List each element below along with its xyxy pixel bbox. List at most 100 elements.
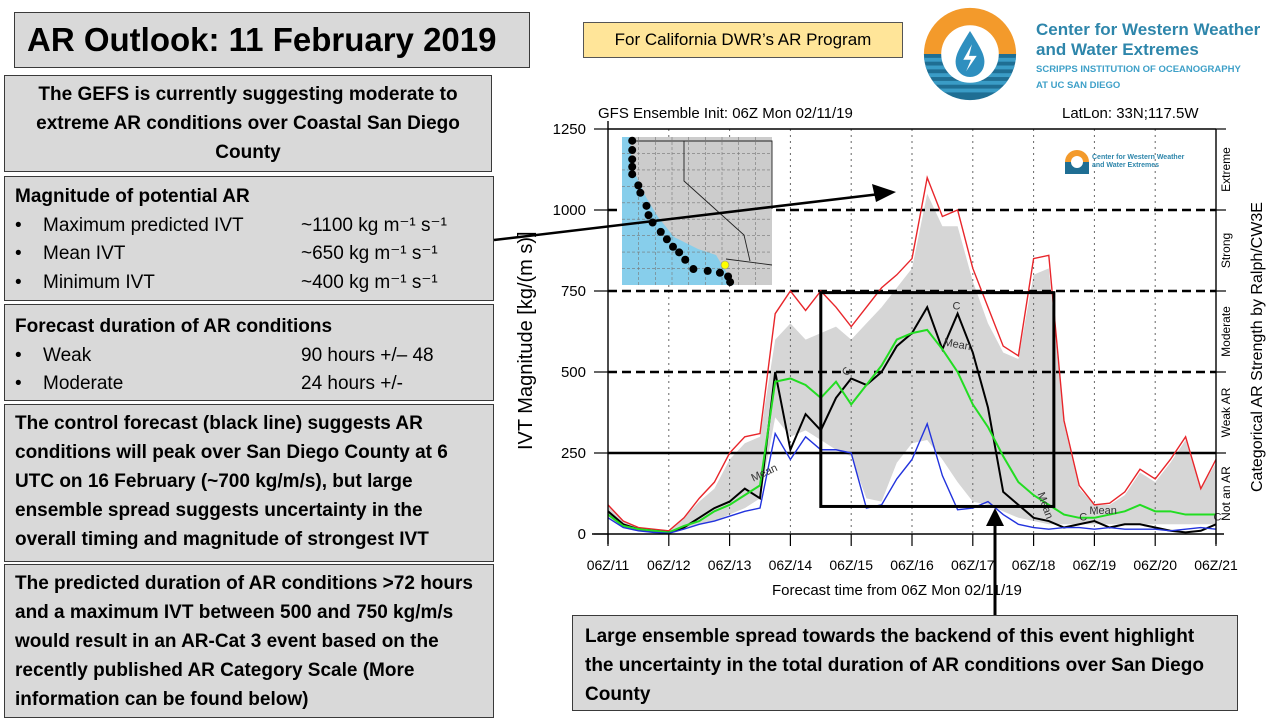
x-tick-label: 06Z/17 (951, 557, 995, 573)
coastal-point (634, 181, 643, 190)
series-min (607, 421, 1217, 535)
page-title: AR Outlook: 11 February 2019 (14, 12, 530, 68)
duration-row: • Weak 90 hours +/– 48 (15, 342, 483, 371)
coastal-point (675, 248, 684, 257)
inset-map-ocean (622, 137, 734, 285)
mini-logo-text: and Water Extremes (1092, 162, 1159, 169)
series-inline-label: Mean (749, 462, 779, 485)
coastal-point (681, 255, 690, 264)
chart-title: GFS Ensemble Init: 06Z Mon 02/11/19 (598, 105, 853, 122)
series-inline-label: C (953, 301, 961, 313)
x-tick-label: 06Z/21 (1194, 557, 1238, 573)
x-tick-label: 06Z/14 (769, 557, 813, 573)
duration-label: Moderate (43, 373, 124, 394)
coastal-point (656, 227, 665, 236)
mini-logo-icon (1065, 150, 1089, 174)
program-label: For California DWR’s AR Program (583, 22, 903, 58)
inset-map-land (622, 137, 772, 285)
magnitude-row: • Maximum predicted IVT ~1100 kg m⁻¹ s⁻¹ (15, 212, 483, 241)
arrow-head-icon (986, 508, 1004, 526)
category-label: Moderate (1219, 306, 1233, 357)
series-inline-label: C (1213, 511, 1221, 523)
y-tick-label: 1000 (553, 202, 586, 219)
max-ivt-arrow (493, 192, 881, 242)
x-tick-label: 06Z/15 (829, 557, 873, 573)
y-tick-label: 500 (561, 364, 586, 381)
y-tick-label: 750 (561, 283, 586, 300)
x-tick-label: 06Z/16 (890, 557, 934, 573)
coastal-point (642, 201, 651, 210)
magnitude-label: Maximum predicted IVT (43, 214, 244, 236)
mini-logo-icon (1071, 156, 1083, 168)
category-label: Extreme (1219, 147, 1233, 192)
magnitude-label: Mean IVT (43, 243, 126, 264)
y-tick-label: 250 (561, 445, 586, 462)
magnitude-header: Magnitude of potential AR (15, 186, 250, 207)
y-tick-label: 1250 (553, 121, 586, 138)
coastal-point (703, 266, 712, 275)
series-inline-label: Mean (1035, 491, 1056, 521)
logo-line2: and Water Extremes (1036, 40, 1199, 59)
magnitude-value: ~400 kg m⁻¹ s⁻¹ (301, 271, 438, 293)
duration-row: • Moderate 24 hours +/- (15, 370, 483, 399)
cw3e-drop-logo-icon (923, 7, 1017, 101)
target-location-marker (720, 260, 730, 270)
series-inline-label: Mean (1089, 505, 1117, 517)
logo-line3: SCRIPPS INSTITUTION OF OCEANOGRAPHY (1036, 64, 1241, 75)
series-inline-label: C (840, 365, 854, 378)
mini-logo-icon (1065, 162, 1089, 174)
coastal-point (648, 218, 657, 227)
logo-line4: AT UC SAN DIEGO (1036, 80, 1121, 91)
x-tick-label: 06Z/11 (587, 557, 630, 573)
coastal-point (715, 268, 724, 277)
x-tick-label: 06Z/20 (1133, 557, 1177, 573)
control-forecast-note: The control forecast (black line) sugges… (4, 404, 494, 562)
cw3e-logo-text: Center for Western Weather and Water Ext… (1036, 20, 1260, 92)
ensemble-spread-band (608, 193, 1216, 534)
x-tick-label: 06Z/18 (1012, 557, 1056, 573)
coastal-point (628, 155, 637, 164)
duration-box: Forecast duration of AR conditions • Weak… (4, 304, 494, 401)
category-label: Strong (1219, 233, 1233, 268)
series-inline-label: C (1079, 511, 1087, 523)
chart-location: LatLon: 33N;117.5W (1062, 105, 1199, 122)
coastal-point (724, 272, 733, 281)
y-tick-label: 0 (578, 526, 586, 543)
category-label: Not an AR (1219, 466, 1233, 521)
state-borders (632, 140, 773, 266)
duration-label: Weak (43, 344, 92, 366)
y-axis-label: IVT Magnitude [kg/(m s)] (515, 231, 537, 450)
x-axis-label: Forecast time from 06Z Mon 02/11/19 (772, 582, 1022, 599)
magnitude-label: Minimum IVT (43, 271, 155, 293)
magnitude-value: ~650 kg m⁻¹ s⁻¹ (301, 243, 438, 264)
magnitude-box: Magnitude of potential AR • Maximum predi… (4, 176, 494, 301)
coastal-point (669, 242, 677, 251)
duration-value: 24 hours +/- (301, 373, 403, 394)
series-inline-label: Mean (943, 337, 972, 354)
series-max (607, 175, 1217, 532)
magnitude-value: ~1100 kg m⁻¹ s⁻¹ (301, 214, 447, 236)
x-tick-label: 06Z/19 (1073, 557, 1117, 573)
coastal-point (689, 265, 698, 274)
category-label: Weak AR (1219, 387, 1233, 437)
summary-box: The GEFS is currently suggesting moderat… (4, 75, 492, 172)
highlight-box (819, 291, 1056, 508)
prediction-note: The predicted duration of AR conditions … (4, 564, 494, 718)
x-tick-label: 06Z/12 (647, 557, 691, 573)
coastal-point (628, 170, 637, 179)
series-mean (607, 328, 1216, 534)
duration-value: 90 hours +/– 48 (301, 344, 434, 366)
coastal-point (628, 162, 637, 171)
mini-logo-text: Center for Western Weather (1092, 154, 1185, 161)
coastal-point (726, 278, 735, 287)
logo-line1: Center for Western Weather (1036, 20, 1261, 39)
coastal-point (644, 211, 653, 220)
x-tick-label: 06Z/13 (708, 557, 752, 573)
magnitude-row: • Mean IVT ~650 kg m⁻¹ s⁻¹ (15, 240, 483, 269)
coastal-point (628, 136, 637, 145)
magnitude-row: • Minimum IVT ~400 kg m⁻¹ s⁻¹ (15, 269, 483, 298)
series-control (607, 304, 1217, 534)
right-axis-label: Categorical AR Strength by Ralph/CW3E (1249, 202, 1266, 492)
duration-header: Forecast duration of AR conditions (15, 316, 333, 337)
coastal-point (662, 235, 671, 244)
